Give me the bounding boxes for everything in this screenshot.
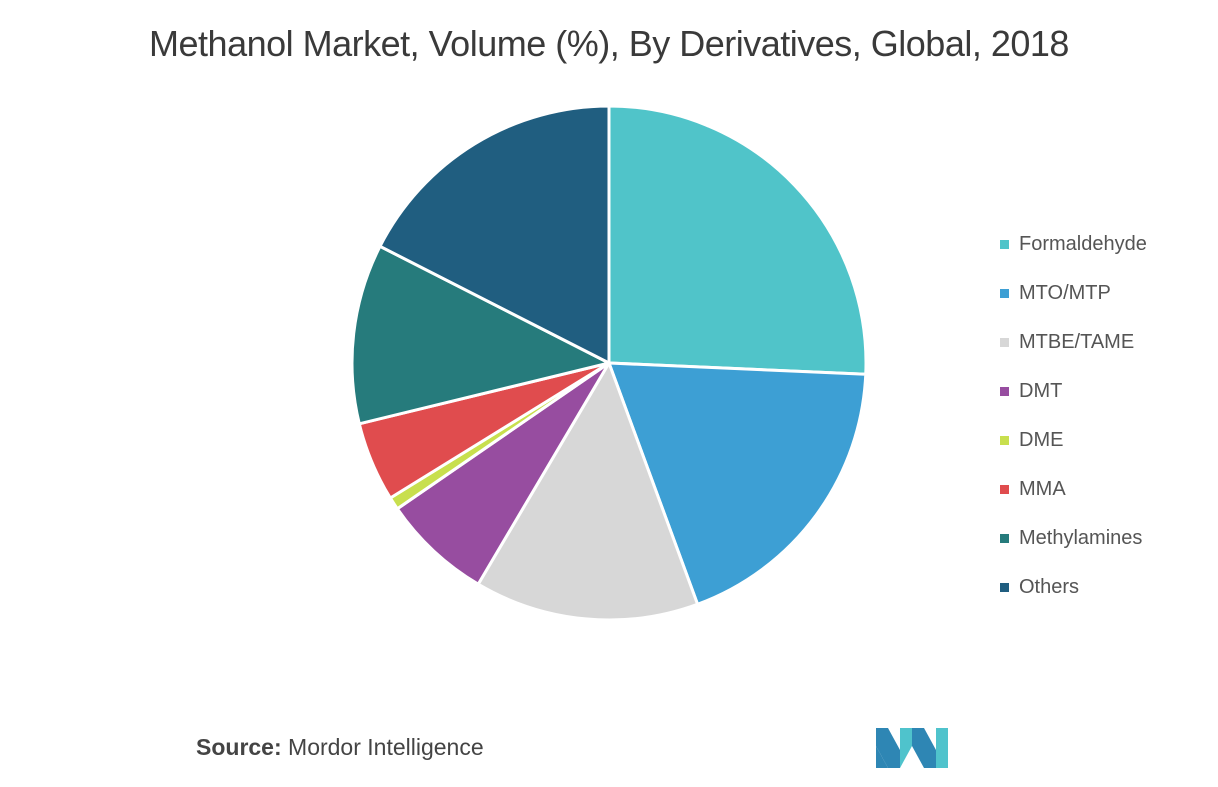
pie-slices bbox=[350, 104, 868, 622]
legend-item: MTBE/TAME bbox=[1000, 318, 1210, 367]
source-value: Mordor Intelligence bbox=[281, 734, 484, 760]
pie-slice-formaldehyde bbox=[607, 104, 868, 376]
legend-swatch bbox=[1000, 387, 1009, 396]
legend-label: DME bbox=[1019, 429, 1064, 451]
legend-swatch bbox=[1000, 338, 1009, 347]
legend-item: Formaldehyde bbox=[1000, 220, 1210, 269]
legend-item: MMA bbox=[1000, 465, 1210, 514]
legend-label: Formaldehyde bbox=[1019, 233, 1147, 255]
legend-label: DMT bbox=[1019, 380, 1063, 402]
legend-item: Others bbox=[1000, 563, 1210, 612]
pie-slice-mtbe-tame bbox=[476, 361, 700, 622]
source-label: Source: bbox=[196, 734, 282, 760]
legend-swatch bbox=[1000, 289, 1009, 298]
legend-label: MTO/MTP bbox=[1019, 282, 1111, 304]
legend-swatch bbox=[1000, 583, 1009, 592]
mordor-intelligence-logo bbox=[876, 728, 948, 768]
source-note: Source: Mordor Intelligence bbox=[196, 734, 484, 761]
pie-slice-others bbox=[378, 104, 611, 365]
legend-item: DMT bbox=[1000, 367, 1210, 416]
legend-label: MMA bbox=[1019, 478, 1066, 500]
legend-item: DME bbox=[1000, 416, 1210, 465]
legend-item: MTO/MTP bbox=[1000, 269, 1210, 318]
pie-slice-dmt bbox=[395, 361, 611, 586]
legend-swatch bbox=[1000, 436, 1009, 445]
legend-label: MTBE/TAME bbox=[1019, 331, 1135, 353]
pie-slice-methylamines bbox=[350, 244, 611, 426]
chart-title: Methanol Market, Volume (%), By Derivati… bbox=[149, 23, 1069, 64]
legend-swatch bbox=[1000, 240, 1009, 249]
pie-slice-mto-mtp bbox=[607, 361, 868, 606]
legend-swatch bbox=[1000, 534, 1009, 543]
legend-item: Methylamines bbox=[1000, 514, 1210, 563]
legend-label: Others bbox=[1019, 576, 1080, 598]
legend-label: Methylamines bbox=[1019, 527, 1143, 549]
chart-legend: Formaldehyde MTO/MTP MTBE/TAME DMT DME MMA Met… bbox=[1000, 220, 1210, 612]
legend-swatch bbox=[1000, 485, 1009, 494]
